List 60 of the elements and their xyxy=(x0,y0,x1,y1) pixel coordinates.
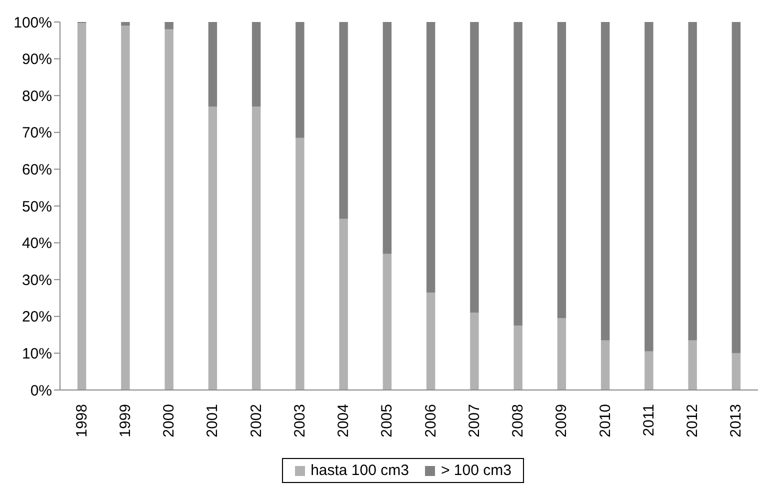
x-tick-label: 2004 xyxy=(335,404,352,438)
bar xyxy=(600,22,610,340)
bar xyxy=(470,312,479,390)
y-tick-label: 40% xyxy=(22,235,52,252)
bar xyxy=(732,353,741,390)
bar xyxy=(208,106,218,390)
bar xyxy=(208,22,218,107)
bar xyxy=(296,22,304,138)
bar xyxy=(296,138,304,390)
y-tick-label: 80% xyxy=(22,88,52,105)
bar xyxy=(164,22,174,30)
x-tick-label: 2000 xyxy=(160,404,178,438)
bar xyxy=(514,22,522,326)
bar xyxy=(339,218,348,390)
bar xyxy=(426,22,436,292)
x-tick-label: 2010 xyxy=(596,404,614,438)
x-tick-label: 2003 xyxy=(291,404,308,438)
bar xyxy=(77,23,86,390)
bar xyxy=(382,22,392,254)
x-tick-label: 2006 xyxy=(422,404,440,438)
bar xyxy=(252,106,261,390)
x-tick-label: 2005 xyxy=(378,404,396,438)
y-tick-label: 100% xyxy=(14,14,52,32)
bar xyxy=(644,351,654,390)
y-tick-label: 70% xyxy=(22,124,52,142)
x-tick-label: 2011 xyxy=(640,404,658,436)
y-tick-label: 50% xyxy=(22,198,52,216)
legend-label: > 100 cm3 xyxy=(440,462,512,479)
y-tick-label: 0% xyxy=(30,382,52,400)
bar xyxy=(557,22,566,318)
bar xyxy=(600,340,610,390)
bar xyxy=(688,340,697,390)
bar xyxy=(470,22,479,313)
bar xyxy=(557,318,566,390)
bar xyxy=(164,29,174,390)
bar xyxy=(382,254,392,390)
x-tick-label: 2012 xyxy=(684,404,702,438)
y-tick-label: 60% xyxy=(22,162,52,179)
bar xyxy=(688,22,697,340)
bar xyxy=(514,326,522,390)
y-tick-label: 30% xyxy=(22,272,52,289)
x-tick-label: 1999 xyxy=(116,404,134,438)
bar xyxy=(339,22,348,219)
y-tick-label: 90% xyxy=(22,51,52,68)
bar xyxy=(121,22,130,26)
y-tick-label: 10% xyxy=(22,346,52,363)
x-tick-label: 2013 xyxy=(728,404,745,438)
y-tick-label: 20% xyxy=(22,308,52,326)
x-tick-label: 2009 xyxy=(553,404,570,438)
x-tick-label: 2008 xyxy=(510,404,527,438)
bar xyxy=(644,22,654,352)
x-tick-label: 2002 xyxy=(248,404,265,438)
bar xyxy=(121,26,130,390)
bar xyxy=(732,22,741,354)
x-tick-label: 2001 xyxy=(204,404,222,438)
legend-label: hasta 100 cm3 xyxy=(310,462,409,479)
bar xyxy=(252,22,261,107)
x-tick-label: 2007 xyxy=(466,404,483,438)
x-tick-label: 1998 xyxy=(73,404,90,438)
bar xyxy=(426,292,436,390)
